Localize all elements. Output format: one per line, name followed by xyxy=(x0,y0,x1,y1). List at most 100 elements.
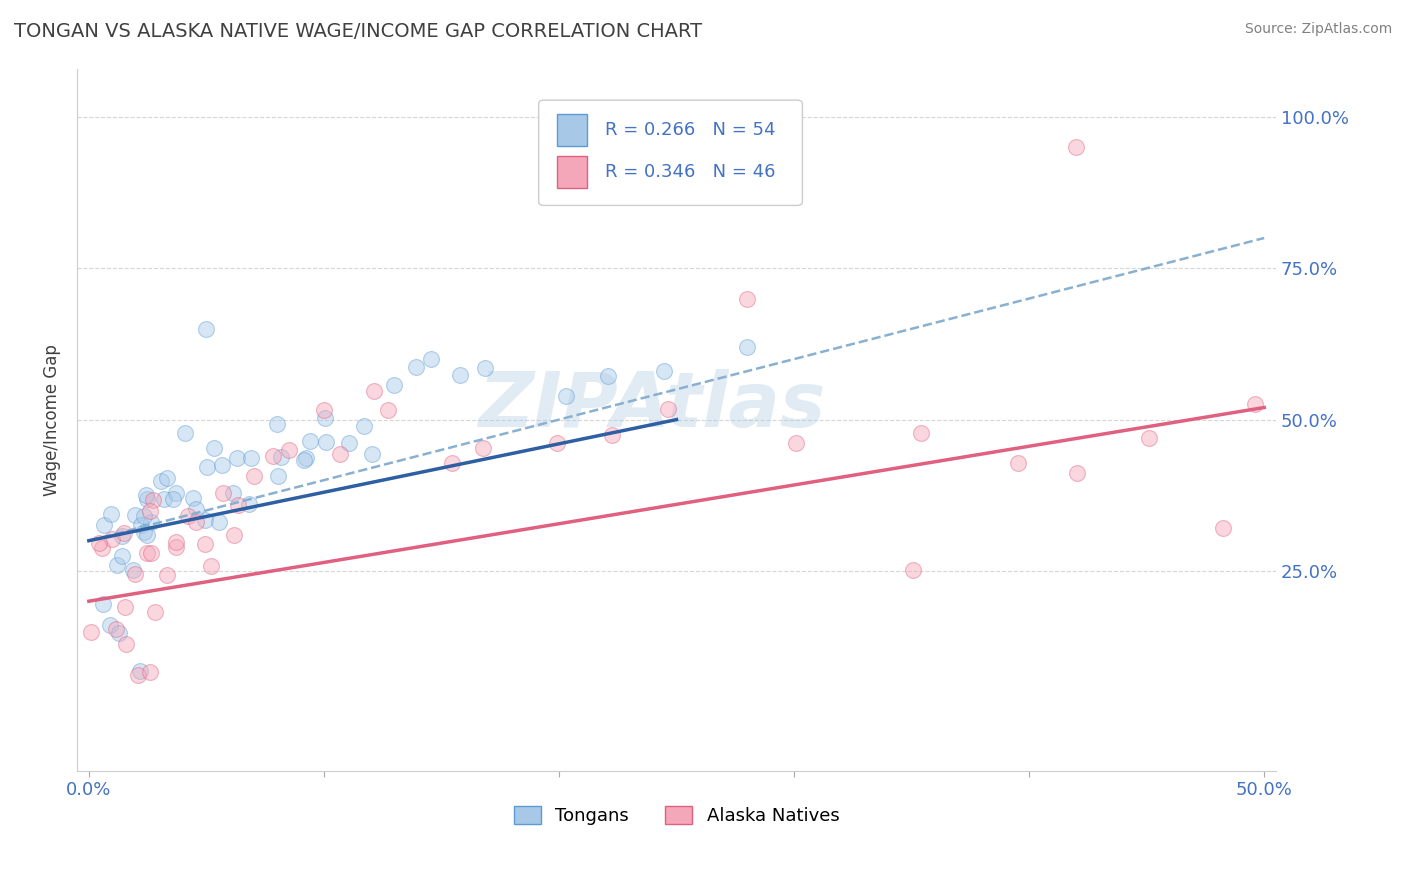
Point xyxy=(101,533,124,547)
Point xyxy=(382,377,405,392)
Point xyxy=(121,562,143,576)
Point xyxy=(910,425,932,440)
Point xyxy=(142,493,165,508)
Legend: Tongans, Alaska Natives: Tongans, Alaska Natives xyxy=(513,805,839,825)
Point xyxy=(240,450,263,465)
Point xyxy=(134,525,156,540)
Point xyxy=(1064,140,1087,154)
Point xyxy=(186,515,208,529)
Point xyxy=(111,549,134,564)
Text: TONGAN VS ALASKA NATIVE WAGE/INCOME GAP CORRELATION CHART: TONGAN VS ALASKA NATIVE WAGE/INCOME GAP … xyxy=(14,22,702,41)
Text: R = 0.346   N = 46: R = 0.346 N = 46 xyxy=(605,162,775,181)
Point xyxy=(194,513,217,527)
Point xyxy=(314,402,336,417)
Point xyxy=(202,442,225,456)
Point xyxy=(181,491,204,505)
Point xyxy=(474,361,496,376)
Point xyxy=(100,508,122,522)
Point xyxy=(314,411,336,425)
Point xyxy=(114,600,136,615)
Point xyxy=(361,447,384,461)
Point xyxy=(270,450,292,464)
Point xyxy=(295,450,318,465)
Point xyxy=(150,474,173,488)
Point xyxy=(166,535,188,549)
Text: Source: ZipAtlas.com: Source: ZipAtlas.com xyxy=(1244,22,1392,37)
Point xyxy=(135,488,157,502)
Point xyxy=(211,458,233,473)
Point xyxy=(598,369,620,384)
Point xyxy=(243,469,266,483)
Point xyxy=(162,491,184,506)
Point xyxy=(600,428,623,442)
Point xyxy=(108,626,131,640)
Point xyxy=(129,664,152,678)
FancyBboxPatch shape xyxy=(557,114,586,145)
Point xyxy=(139,503,162,517)
Point xyxy=(546,435,568,450)
Text: R = 0.266   N = 54: R = 0.266 N = 54 xyxy=(605,120,775,138)
Point xyxy=(222,528,245,542)
Point xyxy=(238,498,260,512)
Point xyxy=(111,529,134,543)
Point xyxy=(139,665,162,679)
Point xyxy=(405,360,427,375)
Point xyxy=(735,292,758,306)
Point xyxy=(785,435,807,450)
Point xyxy=(208,516,231,530)
Point xyxy=(262,449,284,463)
Y-axis label: Wage/Income Gap: Wage/Income Gap xyxy=(44,343,60,496)
Point xyxy=(337,435,360,450)
Point xyxy=(449,368,471,382)
Point xyxy=(143,606,166,620)
Point xyxy=(441,456,464,470)
Point xyxy=(267,468,290,483)
Point xyxy=(124,566,146,581)
Point xyxy=(136,492,159,507)
Point xyxy=(292,453,315,467)
Point xyxy=(91,541,114,556)
Point xyxy=(1212,521,1234,535)
Point xyxy=(166,485,188,500)
Point xyxy=(186,501,208,516)
Point xyxy=(124,508,146,522)
Point xyxy=(141,516,163,530)
Point xyxy=(315,435,337,450)
Point xyxy=(129,518,152,533)
Point xyxy=(471,441,494,455)
Point xyxy=(226,450,249,465)
Point xyxy=(112,526,135,541)
Point xyxy=(195,459,218,474)
Point xyxy=(1137,432,1160,446)
Point xyxy=(165,540,187,554)
Point xyxy=(226,498,249,512)
Point xyxy=(91,597,114,611)
Point xyxy=(115,637,138,651)
Point xyxy=(156,567,179,582)
Point xyxy=(195,322,218,336)
Point xyxy=(266,417,288,431)
Point xyxy=(735,340,758,354)
Point xyxy=(652,364,675,378)
Point xyxy=(1066,466,1088,480)
Point xyxy=(134,509,156,524)
Point xyxy=(174,425,197,440)
Point xyxy=(363,384,385,398)
Point xyxy=(80,625,103,640)
Point xyxy=(555,389,578,403)
Point xyxy=(105,622,128,636)
Point xyxy=(299,434,322,449)
Point xyxy=(1007,456,1029,470)
FancyBboxPatch shape xyxy=(557,156,586,188)
Point xyxy=(136,528,159,542)
Text: ZIPAtlas: ZIPAtlas xyxy=(479,368,827,442)
Point xyxy=(353,418,375,433)
Point xyxy=(329,447,352,461)
Point xyxy=(87,535,110,549)
Point xyxy=(200,559,222,574)
Point xyxy=(903,563,925,577)
Point xyxy=(221,486,243,500)
Point xyxy=(278,442,301,457)
Point xyxy=(193,537,215,551)
Point xyxy=(153,491,176,506)
